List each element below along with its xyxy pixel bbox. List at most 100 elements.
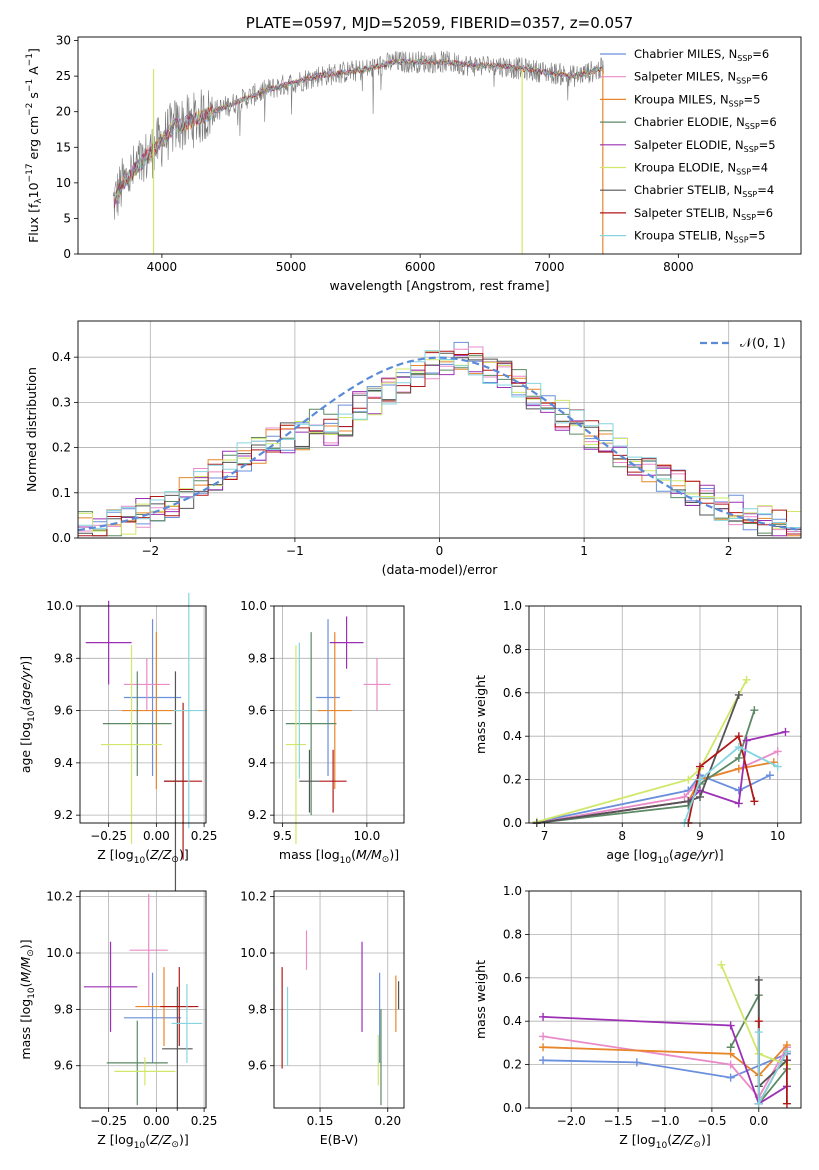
y-axis-label: mass weight — [473, 960, 488, 1039]
x-axis-label: Z [log10(Z/Z⊙)] — [619, 1132, 710, 1151]
x-axis-label-part: Z [ — [619, 1132, 636, 1147]
y-axis-label-part: A — [26, 66, 41, 79]
x-tick-label: 5000 — [276, 260, 307, 274]
y-axis-label-part: ] — [26, 48, 41, 53]
chart-spectrum: PLATE=0597, MJD=52059, FIBERID=0357, z=0… — [25, 14, 802, 293]
weight-point-marker — [782, 1099, 791, 1108]
x-axis-label-part: Z [ — [97, 847, 114, 862]
legend-label: Salpeter ELODIE, NSSP=5 — [634, 138, 776, 154]
weight-point-marker — [695, 762, 704, 771]
x-axis-label-part: wavelength [Angstrom, rest frame] — [329, 278, 549, 293]
x-axis-label: (data-model)/error — [382, 562, 499, 577]
x-tick-label: 6000 — [405, 260, 436, 274]
weight-point-marker — [734, 753, 743, 762]
weight-line — [536, 679, 748, 823]
x-axis-label-part: log — [115, 847, 134, 862]
y-axis-label: age [log10(age/yr)] — [18, 656, 37, 773]
x-tick-label: 10.0 — [353, 829, 380, 843]
x-tick-label: −1 — [286, 544, 304, 558]
legend-label: Chabrier MILES, NSSP=6 — [634, 47, 769, 63]
gaussian-curve — [77, 356, 802, 532]
y-tick-label: 0.3 — [52, 395, 71, 409]
weight-line — [536, 774, 771, 823]
y-axis-label-part: mass weight — [473, 960, 488, 1039]
x-tick-label: −0.5 — [697, 1114, 726, 1128]
legend-label: Kroupa MILES, NSSP=5 — [634, 92, 760, 108]
x-axis-label: wavelength [Angstrom, rest frame] — [329, 278, 549, 293]
legend-label-part: SSP — [745, 122, 760, 131]
weight-point-marker — [773, 762, 782, 771]
model-spectrum-line — [113, 58, 603, 201]
weight-point-marker — [734, 764, 743, 773]
x-tick-label: −2.0 — [557, 1114, 586, 1128]
legend-label: Salpeter STELIB, NSSP=6 — [634, 206, 773, 222]
x-tick-label: −0.25 — [90, 1114, 127, 1128]
x-axis-label-part: Z/Z — [671, 1132, 694, 1147]
axes-frame — [77, 36, 802, 255]
legend-label: Kroupa STELIB, NSSP=5 — [634, 229, 765, 245]
y-axis-label-part: log — [18, 999, 33, 1018]
weight-point-marker — [726, 1021, 735, 1030]
y-axis-label-part: ( — [18, 982, 33, 987]
legend-label-part: Salpeter STELIB, N — [634, 206, 741, 220]
y-axis-label-part: 10 — [27, 710, 37, 722]
weight-point-marker — [695, 792, 704, 801]
y-tick-label: 9.6 — [54, 1059, 73, 1073]
model-spectrum-line — [114, 58, 603, 202]
x-axis-label-part: )] — [389, 847, 399, 862]
weight-point-marker — [726, 1043, 735, 1052]
y-tick-label: 9.4 — [248, 756, 267, 770]
legend-label-part: =6 — [752, 47, 769, 61]
x-tick-label: 7000 — [534, 260, 565, 274]
x-tick-label: 0.25 — [191, 829, 218, 843]
x-axis-label-part: ( — [145, 847, 150, 862]
x-tick-label: 0.15 — [307, 1114, 334, 1128]
y-axis-label-part: mass weight — [473, 675, 488, 754]
x-axis-label-part: log — [115, 1132, 134, 1147]
x-axis-label-part: )] — [179, 847, 189, 862]
y-tick-label: 0.2 — [503, 773, 522, 787]
y-tick-label: 10.0 — [46, 946, 73, 960]
legend-label-part: =6 — [756, 206, 773, 220]
legend-label: Chabrier ELODIE, NSSP=6 — [634, 115, 777, 131]
x-axis-label: E(B-V) — [320, 1132, 359, 1147]
x-axis-label: age [log10(age/yr)] — [606, 847, 723, 866]
x-axis-label-part: E(B-V) — [320, 1132, 359, 1147]
y-tick-label: 9.6 — [248, 704, 267, 718]
x-axis-label-part: ⊙ — [171, 1140, 179, 1150]
x-tick-label: 4000 — [147, 260, 178, 274]
y-tick-label: 0.4 — [503, 729, 522, 743]
weight-point-marker — [695, 775, 704, 784]
x-tick-label: 7 — [541, 829, 549, 843]
y-tick-label: 0.1 — [52, 486, 71, 500]
x-tick-label: 9.5 — [273, 829, 292, 843]
weight-point-marker — [742, 736, 751, 745]
y-axis-label-part: ( — [18, 706, 33, 711]
y-tick-label: 10.2 — [240, 890, 267, 904]
y-axis-label-part: )] — [18, 656, 33, 666]
weight-point-marker — [782, 1047, 791, 1056]
x-axis-label-part: ( — [351, 847, 356, 862]
x-axis-label-part: log — [321, 847, 340, 862]
axes-frame — [79, 890, 207, 1109]
y-tick-label: 0.6 — [503, 686, 522, 700]
y-tick-label: 0.2 — [52, 441, 71, 455]
x-tick-label: 0.25 — [191, 1114, 218, 1128]
y-tick-label: 9.8 — [248, 1002, 267, 1016]
y-tick-label: 15 — [56, 140, 71, 154]
x-axis-label-part: 10 — [340, 856, 352, 866]
y-tick-label: 0.2 — [503, 1058, 522, 1072]
x-axis-label-part: (data-model)/error — [382, 562, 499, 577]
y-axis-label-part: −2 — [25, 103, 35, 116]
y-tick-label: 0.4 — [52, 350, 71, 364]
y-tick-label: 10.0 — [46, 599, 73, 613]
x-tick-label: 10 — [770, 829, 785, 843]
y-tick-label: 10.0 — [240, 946, 267, 960]
x-axis-label-part: log — [637, 1132, 656, 1147]
x-tick-label: −0.25 — [90, 829, 127, 843]
model-spectrum-line — [113, 58, 603, 203]
weight-point-marker — [734, 743, 743, 752]
axes-frame — [528, 605, 802, 824]
x-axis-label-part: age/yr — [674, 847, 715, 862]
x-axis-label-part: ( — [667, 1132, 672, 1147]
